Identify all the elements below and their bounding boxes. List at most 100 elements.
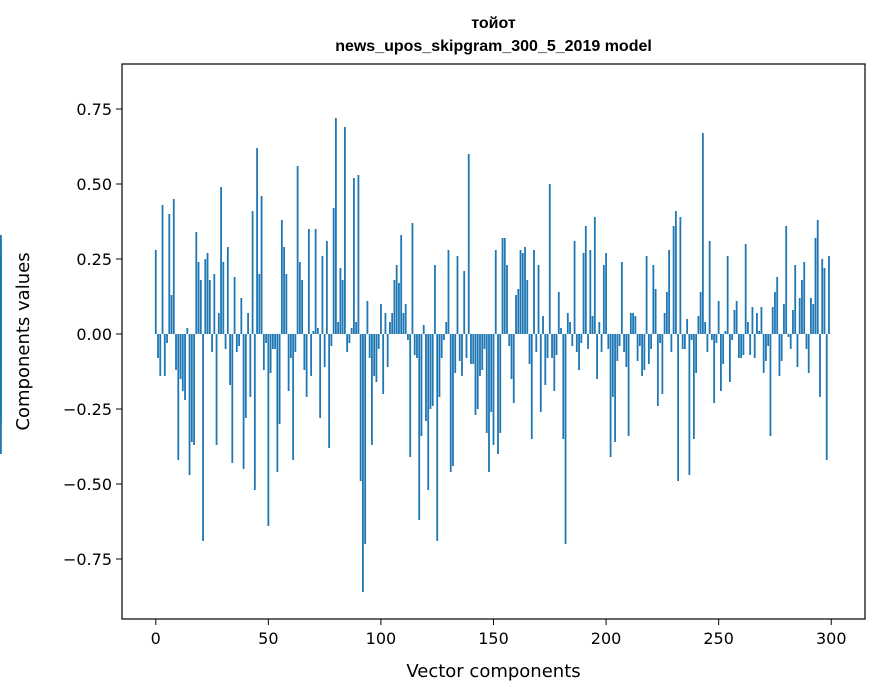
bar bbox=[582, 253, 585, 334]
bar bbox=[674, 211, 677, 334]
bar bbox=[501, 238, 504, 334]
bar bbox=[695, 334, 698, 373]
bar bbox=[735, 301, 738, 334]
bar bbox=[557, 292, 560, 334]
bar bbox=[330, 334, 333, 346]
bar bbox=[625, 334, 628, 367]
bar bbox=[656, 334, 659, 406]
bar bbox=[319, 334, 322, 418]
bar bbox=[814, 238, 817, 334]
bar bbox=[627, 334, 630, 436]
bar bbox=[681, 334, 684, 349]
bar bbox=[447, 250, 450, 334]
bar bbox=[492, 334, 495, 445]
bar bbox=[801, 280, 803, 334]
bar bbox=[294, 334, 297, 352]
bar bbox=[474, 334, 477, 415]
bar bbox=[825, 334, 828, 460]
bar bbox=[526, 280, 529, 334]
bar bbox=[262, 334, 265, 370]
y-tick-label: 0.00 bbox=[76, 325, 112, 344]
bar bbox=[569, 322, 571, 334]
bar bbox=[785, 226, 788, 334]
bar bbox=[289, 334, 292, 358]
bar bbox=[510, 334, 513, 379]
bar bbox=[285, 274, 288, 334]
bar bbox=[217, 313, 220, 334]
bar bbox=[560, 328, 562, 334]
y-tick-label: −0.50 bbox=[63, 475, 112, 494]
bar bbox=[769, 334, 772, 436]
bar bbox=[753, 334, 756, 358]
bar bbox=[593, 217, 596, 334]
bar bbox=[175, 334, 177, 370]
bar bbox=[485, 334, 488, 433]
bar bbox=[692, 334, 695, 439]
bar bbox=[416, 334, 418, 358]
bar bbox=[422, 325, 425, 334]
bar bbox=[244, 334, 247, 418]
bar bbox=[465, 334, 468, 358]
bar bbox=[677, 334, 680, 481]
bar bbox=[215, 334, 218, 445]
bar bbox=[393, 280, 396, 334]
bar bbox=[805, 334, 808, 349]
bar bbox=[220, 187, 222, 334]
bar bbox=[278, 334, 281, 424]
bar bbox=[650, 334, 653, 349]
bar bbox=[672, 226, 675, 334]
bar bbox=[373, 334, 376, 376]
bar bbox=[190, 334, 193, 442]
bar bbox=[301, 280, 304, 334]
bar bbox=[166, 334, 168, 343]
bar bbox=[744, 244, 747, 334]
bar bbox=[436, 334, 439, 541]
bar bbox=[823, 268, 826, 334]
bar bbox=[467, 154, 470, 334]
bar bbox=[204, 259, 207, 334]
bar bbox=[537, 265, 540, 334]
bar bbox=[803, 262, 806, 334]
bar bbox=[578, 334, 580, 370]
bar bbox=[679, 217, 682, 334]
bar bbox=[461, 334, 463, 376]
bar bbox=[733, 310, 736, 334]
bar bbox=[688, 334, 691, 475]
bar bbox=[283, 247, 286, 334]
bar bbox=[729, 334, 731, 382]
bar bbox=[575, 334, 578, 352]
bar bbox=[233, 277, 236, 334]
bar bbox=[157, 334, 159, 358]
bar bbox=[456, 256, 459, 334]
bar bbox=[661, 334, 664, 394]
x-tick-label: 250 bbox=[703, 629, 734, 648]
bar bbox=[544, 334, 547, 385]
bar bbox=[377, 334, 380, 349]
bar bbox=[418, 334, 421, 520]
bar bbox=[542, 316, 544, 334]
bar bbox=[683, 334, 686, 349]
bar bbox=[564, 334, 567, 544]
bar bbox=[188, 334, 191, 475]
bar bbox=[298, 262, 301, 334]
bar bbox=[587, 334, 589, 349]
bar bbox=[602, 265, 605, 334]
bar bbox=[668, 250, 671, 334]
bar bbox=[292, 334, 295, 460]
bar bbox=[699, 292, 702, 334]
bar bbox=[738, 334, 740, 358]
bar bbox=[431, 334, 434, 406]
bar bbox=[170, 295, 173, 334]
bar bbox=[341, 280, 344, 334]
bar bbox=[760, 307, 763, 334]
bar bbox=[548, 184, 551, 334]
bar bbox=[620, 262, 623, 334]
bar bbox=[521, 253, 524, 334]
bar bbox=[316, 328, 319, 334]
bar bbox=[357, 175, 360, 334]
bar bbox=[584, 226, 587, 334]
bar bbox=[643, 334, 646, 370]
bar bbox=[589, 250, 592, 334]
bar bbox=[479, 334, 481, 376]
bar bbox=[193, 334, 195, 445]
